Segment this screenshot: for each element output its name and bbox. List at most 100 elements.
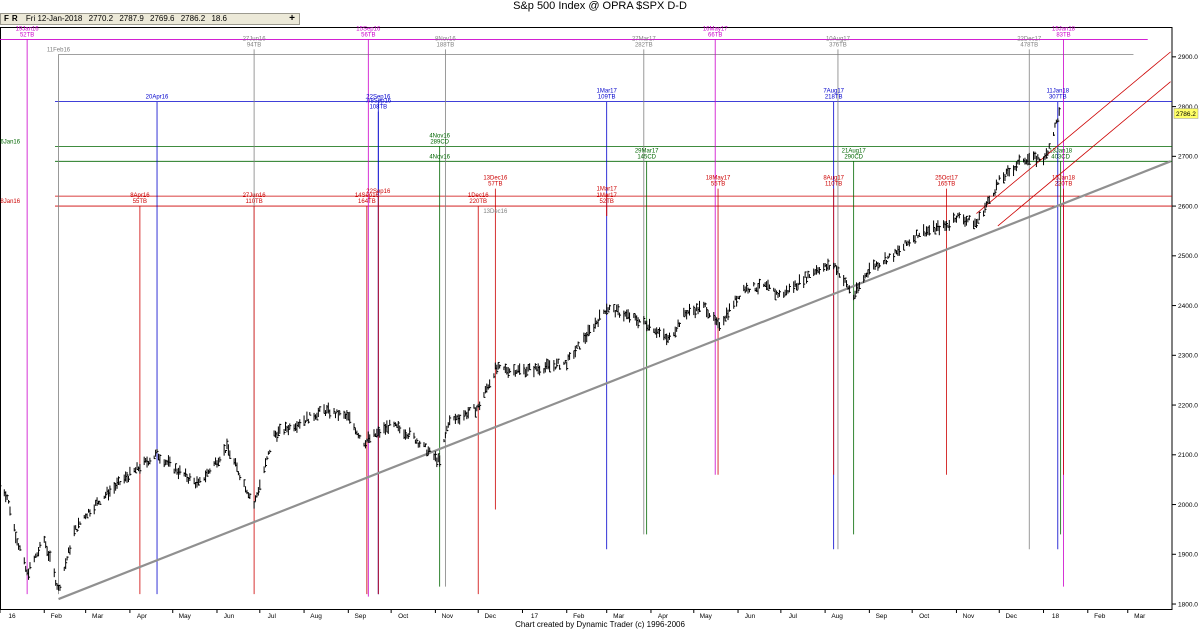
channel-line [976, 51, 1171, 214]
x-tick-label: Aug [831, 613, 843, 620]
annotation-label: 21Aug17 [842, 148, 867, 154]
annotation-label: 83TB [1056, 32, 1070, 38]
annotation-label: 307TB [1049, 95, 1067, 101]
annotation-label: 19Jan16 [16, 26, 40, 32]
chart-title: S&p 500 Index @ OPRA $SPX D-D [513, 0, 687, 12]
add-symbol-button[interactable]: + [289, 13, 295, 24]
x-tick-label: Mar [613, 613, 625, 620]
current-price-label: 2786.2 [1176, 111, 1196, 118]
annotation-label: 164TB [358, 199, 376, 205]
y-tick-label: 2600.0 [1178, 203, 1198, 210]
x-tick-label: Nov [442, 613, 454, 620]
annotation-label: 57TB [488, 182, 502, 188]
annotation-label: 29Mar17 [635, 148, 659, 154]
annotation-label: 15Jan18 [1052, 26, 1076, 32]
r-button[interactable]: R [11, 14, 18, 23]
annotation-label: 1Mar17 [597, 89, 618, 95]
y-tick-label: 2900.0 [1178, 54, 1198, 61]
y-tick-label: 2000.0 [1178, 502, 1198, 509]
annotation-label: 110TB [245, 199, 262, 205]
price-bars [0, 107, 1061, 591]
y-tick-label: 2300.0 [1178, 353, 1198, 360]
annotation-label: 15Jan18 [1052, 176, 1076, 182]
annotation-label: 11Jan18 [1047, 89, 1070, 95]
x-tick-label: Feb [573, 613, 585, 620]
annotation-label: 8Nov16 [435, 36, 456, 42]
x-tick-label: Aug [310, 613, 322, 620]
annotation-label: 8Apr16 [130, 193, 150, 199]
annotation-label: 4Nov16 [429, 154, 450, 160]
y-tick-label: 2800.0 [1178, 104, 1198, 111]
x-tick-label: Dec [484, 613, 496, 620]
x-tick-label: Jul [268, 613, 277, 620]
channel-line [997, 81, 1171, 227]
annotation-label: 7/8Sep16 [365, 99, 391, 105]
x-tick-label: 16 [8, 613, 16, 620]
annotation-label: 56TB [361, 32, 375, 38]
annotation-label: 7Aug17 [823, 89, 844, 95]
x-tick-label: 18 [1052, 613, 1060, 620]
x-tick-label: Apr [658, 613, 669, 620]
annotation-label: 4Nov16 [429, 133, 450, 139]
annotation-label: 145CD [637, 154, 656, 160]
annotation-label: 10Aug17 [826, 36, 851, 42]
annotation-label: 22Dec17 [1017, 36, 1042, 42]
x-tick-label: Jun [224, 613, 235, 620]
y-tick-label: 2400.0 [1178, 303, 1198, 310]
x-tick-label: Feb [51, 613, 63, 620]
annotation-label: 52TB [600, 199, 614, 205]
annotation-label: 108TB [369, 105, 387, 111]
bar-high: 2787.9 [119, 14, 144, 23]
annotation-label: 11Feb16 [47, 47, 71, 53]
annotation-label: 27Jun16 [243, 36, 267, 42]
x-tick-label: 17 [531, 613, 539, 620]
x-tick-label: Sep [355, 613, 367, 620]
annotation-label: 8Aug17 [823, 176, 844, 182]
annotation-label: 218TB [825, 95, 843, 101]
x-tick-label: Feb [1094, 613, 1106, 620]
annotation-label: 14Sep16 [355, 193, 380, 199]
annotation-label: 1Mar17 [597, 193, 618, 199]
x-tick-label: Oct [398, 613, 408, 620]
x-tick-label: Oct [919, 613, 929, 620]
annotation-label: 18May17 [706, 176, 731, 182]
annotation-label: 109TB [598, 95, 616, 101]
y-tick-label: 2700.0 [1178, 154, 1198, 161]
annotation-label: 282TB [635, 42, 653, 48]
y-tick-label: 2100.0 [1178, 452, 1198, 459]
annotation-label: 188TB [437, 42, 455, 48]
bar-close: 2786.2 [180, 14, 206, 23]
annotation-label: 22Sep16 [366, 95, 391, 101]
plot-frame [0, 27, 1173, 610]
annotation-label: 20Apr16 [146, 95, 169, 101]
annotation-label: 25Oct17 [935, 176, 958, 182]
annotation-label: 220TB [469, 199, 487, 205]
annotation-label: 22Sep16 [366, 189, 391, 195]
f-button[interactable]: F [4, 14, 9, 23]
x-tick-label: Sep [876, 613, 888, 620]
annotation-label: 165TB [938, 182, 956, 188]
annotation-label: 13Jan18 [1049, 148, 1073, 154]
x-tick-label: Nov [963, 613, 975, 620]
annotation-label: 66TB [708, 32, 722, 38]
chart-credit: Chart created by Dynamic Trader (c) 1996… [515, 620, 685, 629]
annotation-label: 290CD [844, 154, 863, 160]
bar-low: 2769.6 [150, 14, 175, 23]
bar-date: Fri 12-Jan-2018 [25, 14, 83, 23]
x-tick-label: May [179, 613, 192, 620]
annotation-label: 13Dec16 [483, 176, 508, 182]
annotation-label: 55TB [133, 199, 147, 205]
bar-open: 2770.2 [88, 14, 114, 23]
annotation-label: 110TB [825, 182, 842, 188]
annotation-label: 1Mar17 [597, 187, 618, 193]
x-tick-label: Dec [1005, 613, 1017, 620]
annotation-label: 52TB [20, 32, 34, 38]
y-tick-label: 1900.0 [1178, 552, 1198, 559]
annotation-label: 26Jan16 [0, 139, 21, 145]
x-tick-label: May [700, 613, 713, 620]
trendline [58, 160, 1171, 601]
annotation-label: 94TB [247, 42, 261, 48]
y-tick-label: 2200.0 [1178, 402, 1198, 409]
